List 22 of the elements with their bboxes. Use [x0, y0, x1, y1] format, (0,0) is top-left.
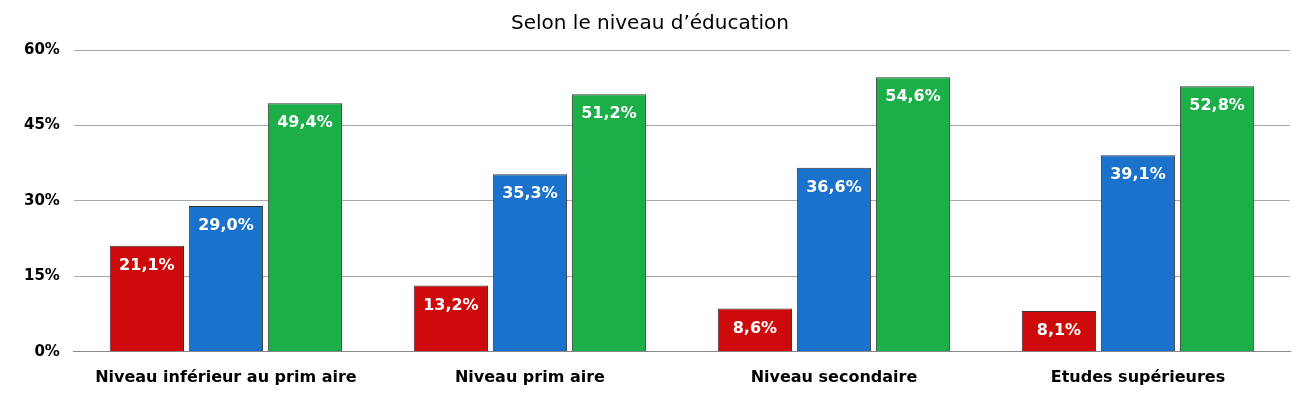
data-label: 49,4%: [277, 112, 333, 132]
chart-title: Selon le niveau d’éducation: [511, 10, 789, 35]
y-tick-label: 0%: [34, 341, 60, 360]
data-label: 21,1%: [119, 254, 175, 274]
data-label: 8,1%: [1036, 320, 1082, 340]
data-label: 54,6%: [885, 86, 941, 106]
y-tick-label: 15%: [24, 266, 60, 285]
data-label: 39,1%: [1110, 164, 1166, 184]
data-label: 8,6%: [732, 317, 778, 337]
x-tick-label: Niveau secondaire: [750, 366, 918, 386]
data-label: 36,6%: [806, 176, 862, 196]
data-label: 13,2%: [423, 294, 479, 314]
x-tick-label: Niveau inférieur au prim aire: [95, 366, 357, 386]
y-tick-label: 45%: [24, 115, 60, 134]
x-tick-label: Niveau prim aire: [454, 366, 606, 386]
x-tick-label: Etudes supérieures: [1050, 366, 1226, 386]
data-label: 29,0%: [198, 215, 254, 235]
data-label: 52,8%: [1189, 95, 1245, 115]
data-label: 51,2%: [581, 103, 637, 123]
y-tick-label: 60%: [24, 39, 60, 58]
data-label: 35,3%: [502, 183, 558, 203]
y-tick-label: 30%: [24, 190, 60, 209]
